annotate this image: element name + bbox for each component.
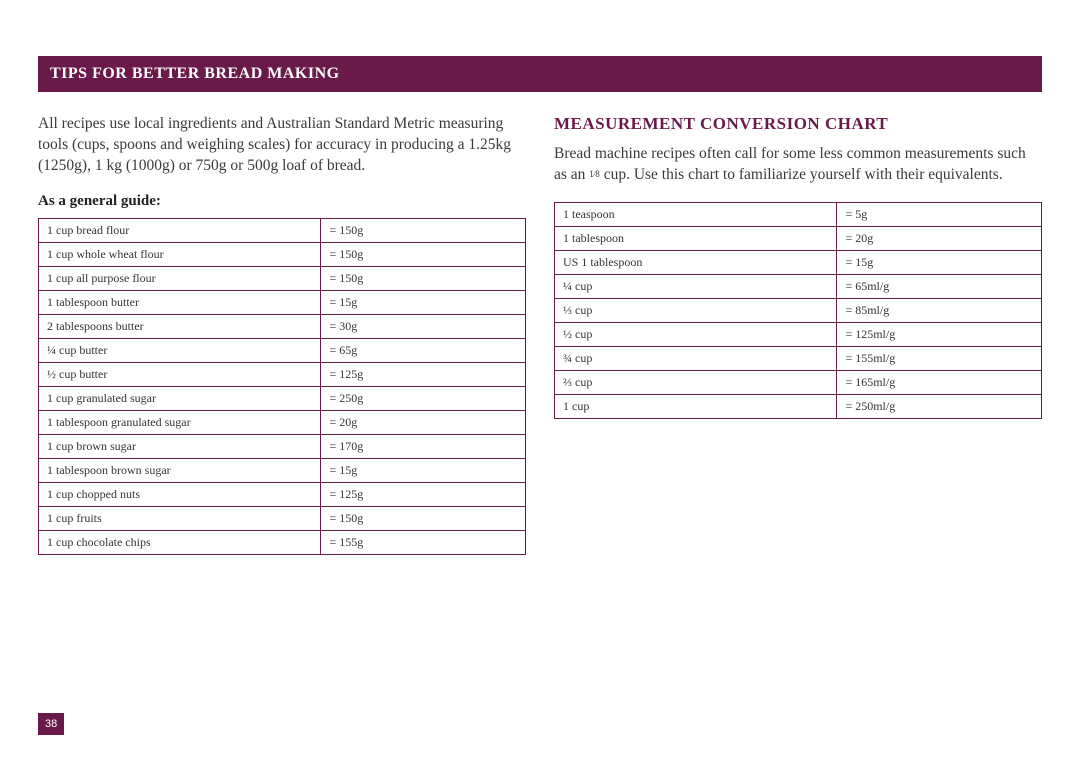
measure-cell: ½ cup (555, 322, 837, 346)
table-row: 1 cup chopped nuts= 125g (39, 482, 526, 506)
conversion-chart-table: 1 teaspoon= 5g1 tablespoon= 20gUS 1 tabl… (554, 202, 1042, 419)
measure-cell: 1 tablespoon granulated sugar (39, 410, 321, 434)
table-row: US 1 tablespoon= 15g (555, 250, 1042, 274)
value-cell: = 5g (837, 202, 1042, 226)
measure-cell: 1 cup chocolate chips (39, 530, 321, 554)
value-cell: = 155ml/g (837, 346, 1042, 370)
value-cell: = 125g (321, 362, 526, 386)
value-cell: = 65ml/g (837, 274, 1042, 298)
table-row: 1 cup all purpose flour= 150g (39, 266, 526, 290)
measure-cell: US 1 tablespoon (555, 250, 837, 274)
measure-cell: ½ cup butter (39, 362, 321, 386)
measure-cell: 1 tablespoon (555, 226, 837, 250)
value-cell: = 15g (321, 458, 526, 482)
measure-cell: 1 cup bread flour (39, 218, 321, 242)
measure-cell: 1 cup (555, 394, 837, 418)
measure-cell: ¾ cup (555, 346, 837, 370)
measure-cell: ⅓ cup (555, 298, 837, 322)
measure-cell: ⅔ cup (555, 370, 837, 394)
page-number: 38 (38, 713, 64, 735)
value-cell: = 85ml/g (837, 298, 1042, 322)
measure-cell: 1 cup all purpose flour (39, 266, 321, 290)
value-cell: = 20g (837, 226, 1042, 250)
value-cell: = 150g (321, 266, 526, 290)
table-row: ½ cup butter= 125g (39, 362, 526, 386)
measure-cell: 2 tablespoons butter (39, 314, 321, 338)
table-row: ½ cup= 125ml/g (555, 322, 1042, 346)
value-cell: = 155g (321, 530, 526, 554)
table-row: ¼ cup butter= 65g (39, 338, 526, 362)
table-row: ¼ cup= 65ml/g (555, 274, 1042, 298)
table-row: ⅓ cup= 85ml/g (555, 298, 1042, 322)
right-intro-frac: 1⁄8 (589, 169, 600, 179)
table-row: ¾ cup= 155ml/g (555, 346, 1042, 370)
columns: All recipes use local ingredients and Au… (38, 114, 1042, 555)
right-column: MEASUREMENT CONVERSION CHART Bread machi… (554, 114, 1042, 555)
measure-cell: 1 teaspoon (555, 202, 837, 226)
measure-cell: 1 cup chopped nuts (39, 482, 321, 506)
measure-cell: 1 cup granulated sugar (39, 386, 321, 410)
table-row: 1 tablespoon brown sugar= 15g (39, 458, 526, 482)
measure-cell: 1 cup whole wheat flour (39, 242, 321, 266)
page: TIPS FOR BETTER BREAD MAKING All recipes… (0, 0, 1080, 761)
table-row: 1 cup fruits= 150g (39, 506, 526, 530)
value-cell: = 65g (321, 338, 526, 362)
table-row: 1 cup granulated sugar= 250g (39, 386, 526, 410)
left-intro: All recipes use local ingredients and Au… (38, 114, 526, 177)
left-subhead: As a general guide: (38, 193, 526, 210)
left-column: All recipes use local ingredients and Au… (38, 114, 526, 555)
table-row: 1 cup brown sugar= 170g (39, 434, 526, 458)
measure-cell: ¼ cup (555, 274, 837, 298)
value-cell: = 250g (321, 386, 526, 410)
measure-cell: 1 cup brown sugar (39, 434, 321, 458)
table-row: 1 tablespoon= 20g (555, 226, 1042, 250)
right-intro-post: cup. Use this chart to familiarize yours… (600, 166, 1003, 183)
banner-title: TIPS FOR BETTER BREAD MAKING (38, 56, 1042, 92)
measure-cell: 1 tablespoon brown sugar (39, 458, 321, 482)
value-cell: = 30g (321, 314, 526, 338)
measure-cell: 1 tablespoon butter (39, 290, 321, 314)
table-row: ⅔ cup= 165ml/g (555, 370, 1042, 394)
value-cell: = 15g (837, 250, 1042, 274)
table-row: 1 cup whole wheat flour= 150g (39, 242, 526, 266)
value-cell: = 20g (321, 410, 526, 434)
table-row: 1 tablespoon granulated sugar= 20g (39, 410, 526, 434)
value-cell: = 250ml/g (837, 394, 1042, 418)
value-cell: = 150g (321, 506, 526, 530)
value-cell: = 15g (321, 290, 526, 314)
value-cell: = 125ml/g (837, 322, 1042, 346)
value-cell: = 150g (321, 242, 526, 266)
value-cell: = 170g (321, 434, 526, 458)
measure-cell: ¼ cup butter (39, 338, 321, 362)
general-guide-table: 1 cup bread flour= 150g1 cup whole wheat… (38, 218, 526, 555)
right-intro: Bread machine recipes often call for som… (554, 144, 1042, 186)
table-row: 1 tablespoon butter= 15g (39, 290, 526, 314)
value-cell: = 165ml/g (837, 370, 1042, 394)
table-row: 2 tablespoons butter= 30g (39, 314, 526, 338)
table-row: 1 cup chocolate chips= 155g (39, 530, 526, 554)
measure-cell: 1 cup fruits (39, 506, 321, 530)
right-section-title: MEASUREMENT CONVERSION CHART (554, 114, 1042, 134)
table-row: 1 cup= 250ml/g (555, 394, 1042, 418)
table-row: 1 teaspoon= 5g (555, 202, 1042, 226)
value-cell: = 125g (321, 482, 526, 506)
value-cell: = 150g (321, 218, 526, 242)
table-row: 1 cup bread flour= 150g (39, 218, 526, 242)
